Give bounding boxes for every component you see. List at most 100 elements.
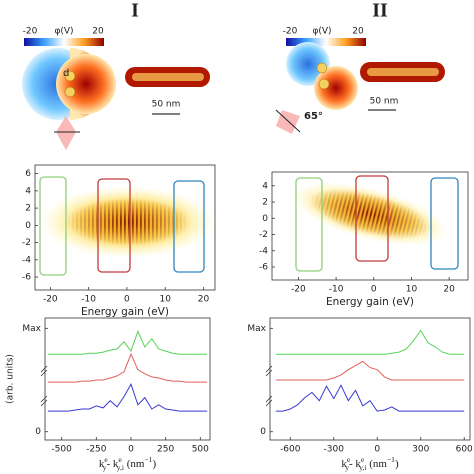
line-series — [275, 329, 465, 355]
x-axis-label-part: y — [103, 463, 107, 472]
gap-label: d — [63, 68, 69, 79]
x-axis-label-part: y,i — [117, 463, 124, 472]
colorbar-label: φ(V) — [312, 27, 331, 37]
x-tick-label: -250 — [86, 445, 107, 455]
y-tick-label: 6 — [25, 169, 31, 179]
y-tick-label: 4 — [25, 186, 31, 196]
scale-label: 50 nm — [370, 97, 399, 107]
axis-break — [40, 365, 273, 407]
polarization — [275, 109, 301, 133]
potential-map — [314, 66, 358, 110]
plot-frame — [269, 317, 471, 441]
x-tick-label: 20 — [198, 295, 210, 305]
colorbar-tick: 20 — [92, 27, 104, 37]
y-tick-label: Max — [22, 324, 41, 334]
line-series — [275, 384, 465, 412]
line-series — [47, 330, 208, 355]
x-axis-label-part: (nm — [124, 458, 145, 470]
x-axis-label-part: e — [347, 455, 351, 464]
y-tick-label: -6 — [22, 273, 31, 283]
x-tick-label: -300 — [324, 445, 345, 455]
x-axis-label-part: e — [361, 455, 365, 464]
nanorod — [132, 73, 204, 81]
nanorod — [367, 68, 439, 76]
scale-label: 50 nm — [152, 100, 181, 110]
x-axis-label-part: (nm — [366, 458, 387, 470]
plot-frame — [34, 164, 216, 291]
colorbar-label: φ(V) — [54, 27, 73, 37]
x-axis-label-part: - k — [349, 458, 361, 470]
y-tick-label: -6 — [259, 263, 268, 273]
heatmap-image — [292, 176, 448, 252]
x-tick-label: -20 — [291, 285, 306, 295]
colorbar-tick: 20 — [352, 27, 364, 37]
x-tick-label: -10 — [329, 285, 344, 295]
x-axis-label: Energy gain (eV) — [326, 296, 414, 308]
y-tick-label: 2 — [25, 204, 31, 214]
potential-map — [56, 54, 116, 114]
x-axis-label-part: ) — [395, 458, 399, 470]
y-tick-label: -4 — [259, 246, 268, 256]
x-tick-label: 250 — [157, 445, 174, 455]
window — [355, 175, 389, 262]
y-tick-label: -4 — [22, 255, 31, 265]
x-axis-label-part: y — [345, 463, 349, 472]
x-tick-label: -500 — [51, 445, 72, 455]
plot-frame — [44, 317, 211, 441]
y-tick-label: 0 — [25, 221, 31, 231]
x-tick-label: 600 — [456, 445, 473, 455]
x-axis-label-part: k — [99, 458, 105, 470]
y-tick-label: 2 — [262, 198, 268, 208]
x-axis-label-part: e — [118, 455, 122, 464]
y-tick-label: 0 — [260, 427, 266, 437]
colorbar — [286, 38, 366, 46]
y-axis-label: (arb. units) — [6, 354, 16, 404]
particle — [64, 70, 76, 82]
x-tick-label: -20 — [43, 295, 58, 305]
colorbar-tick: -20 — [23, 27, 38, 37]
x-tick-label: 10 — [159, 295, 171, 305]
x-tick-label: -10 — [81, 295, 96, 305]
y-tick-label: 0 — [262, 214, 268, 224]
window — [173, 180, 205, 273]
x-axis-label: ke y- ke y,i (nm−1) — [99, 455, 157, 472]
y-tick-label: -2 — [22, 238, 31, 248]
y-tick-label: 4 — [262, 181, 268, 191]
x-tick-label: 0 — [371, 285, 377, 295]
plot-frame — [271, 171, 469, 281]
panel-label: I — [131, 0, 139, 22]
x-axis-label: Energy gain (eV) — [81, 306, 169, 318]
y-tick-label: 0 — [35, 427, 41, 437]
x-tick-label: 0 — [128, 445, 134, 455]
x-tick-label: 500 — [192, 445, 209, 455]
particle — [318, 78, 330, 90]
x-tick-label: 300 — [412, 445, 429, 455]
x-axis-label: ke y- ke y,i (nm−1) — [341, 455, 399, 472]
window — [430, 177, 459, 270]
colorbar — [24, 38, 104, 46]
x-axis-label-part: −1 — [144, 455, 152, 464]
window — [295, 177, 323, 272]
x-tick-label: 0 — [374, 445, 380, 455]
x-axis-label-part: ) — [152, 458, 156, 470]
particle — [316, 62, 328, 74]
window — [39, 176, 67, 276]
y-tick-label: -2 — [259, 230, 268, 240]
x-axis-label-part: e — [104, 455, 108, 464]
particle — [64, 86, 76, 98]
window — [97, 178, 131, 273]
x-axis-label-part: k — [341, 458, 347, 470]
line-series — [47, 382, 208, 412]
angle-label: 65° — [304, 111, 323, 122]
x-tick-label: 20 — [443, 285, 455, 295]
x-axis-label-part: - k — [106, 458, 118, 470]
x-axis-label-part: −1 — [387, 455, 395, 464]
x-tick-label: 0 — [124, 295, 130, 305]
x-tick-label: 10 — [406, 285, 418, 295]
beam-profile — [56, 116, 76, 150]
colorbar-tick: -20 — [283, 27, 298, 37]
panel-label: II — [372, 0, 388, 22]
y-tick-label: Max — [247, 324, 266, 334]
line-series — [275, 360, 465, 381]
